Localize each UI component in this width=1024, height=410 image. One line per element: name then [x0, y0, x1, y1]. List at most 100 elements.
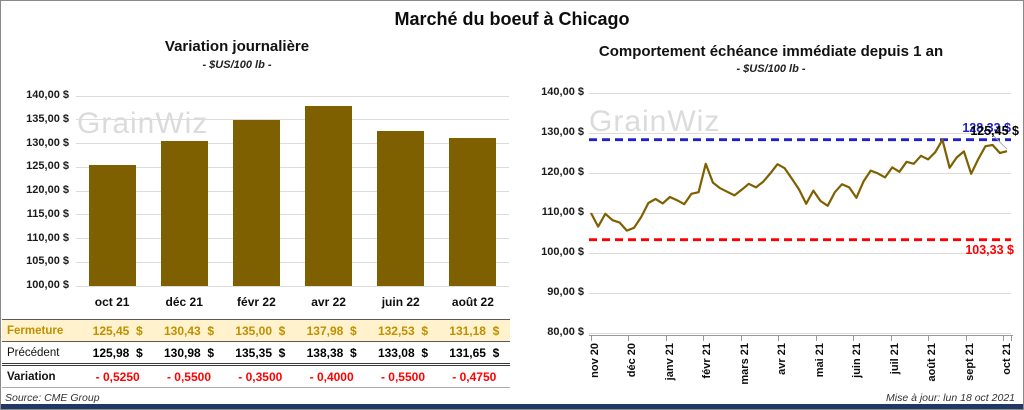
x-tick [665, 335, 667, 341]
gridline [76, 238, 509, 239]
low-line-label: 103,33 $ [965, 243, 1014, 257]
table-cell: 130,98 $ [163, 345, 215, 360]
x-axis-label: janv 21 [663, 343, 676, 381]
y-tick-label: 130,00 $ [541, 126, 584, 138]
x-tick [1002, 335, 1004, 341]
line-chart-subtitle: - $US/100 lb - [736, 63, 806, 75]
source-note: Source: CME Group [5, 392, 100, 404]
x-tick [778, 335, 780, 341]
x-axis-label: déc 20 [626, 343, 639, 378]
bar [449, 137, 497, 286]
table-row: Variation - 0,5250 - 0,5500 - 0,3500 - 0,400… [2, 366, 510, 388]
price-table: Fermeture 125,45 $ 130,43 $ 135,00 $ 137,98 … [2, 319, 510, 388]
row-label: Variation [7, 370, 56, 383]
y-tick-label: 120,00 $ [26, 184, 69, 196]
y-tick-label: 105,00 $ [26, 255, 69, 268]
x-tick [591, 335, 592, 341]
y-tick-label: 100,00 $ [541, 246, 584, 258]
table-cell: 137,98 $ [306, 323, 357, 338]
x-tick [890, 335, 892, 341]
bar [88, 165, 136, 286]
gridline [76, 214, 509, 216]
table-cell: 125,98 $ [92, 345, 143, 360]
x-tick [628, 335, 630, 341]
x-axis-label: avr 21 [776, 343, 789, 375]
gridline [589, 212, 1011, 214]
x-axis-label: août 22 [451, 295, 494, 309]
y-tick-label: 90,00 $ [547, 286, 584, 298]
x-axis-label: juil 21 [888, 343, 901, 375]
gridline [76, 190, 509, 192]
table-cell: - 0,5250 [95, 369, 140, 384]
row-label: Fermeture [7, 324, 64, 337]
price-series-line [590, 138, 1008, 232]
table-cell: 135,35 $ [235, 345, 286, 360]
x-axis-label: juin 22 [381, 295, 420, 309]
table-cell: 133,08 $ [377, 345, 428, 360]
x-tick [928, 335, 930, 341]
table-cell: 130,43 $ [163, 323, 215, 338]
table-cell: 131,65 $ [449, 345, 500, 360]
table-cell: 138,38 $ [306, 345, 357, 360]
gridline [589, 332, 1011, 334]
x-axis-label: févr 21 [701, 343, 714, 379]
gridline [589, 92, 1011, 94]
grainwiz-watermark: GrainWiz [77, 107, 209, 140]
table-cell: - 0,4750 [452, 369, 497, 384]
bar [160, 141, 208, 286]
gridline [76, 285, 509, 287]
table-row: Fermeture 125,45 $ 130,43 $ 135,00 $ 137,98 … [2, 320, 510, 342]
y-tick-label: 125,00 $ [26, 160, 69, 173]
bar [377, 131, 425, 286]
table-cell: 135,00 $ [235, 323, 286, 338]
label-leader-line [988, 130, 1008, 150]
row-label: Précédent [7, 346, 60, 359]
x-axis-label: juin 21 [851, 343, 864, 378]
x-axis-label: févr 22 [237, 295, 276, 309]
gridline [76, 261, 509, 263]
x-tick [965, 335, 967, 341]
y-tick-label: 110,00 $ [541, 206, 584, 218]
gridline [589, 292, 1011, 294]
x-tick [815, 335, 817, 341]
table-cell: - 0,5500 [166, 369, 212, 384]
last-price-label: 125,45 $ [970, 124, 1019, 138]
x-axis-label: août 21 [926, 343, 939, 382]
x-axis-label: déc 21 [165, 295, 203, 309]
gridline [76, 119, 509, 121]
gridline [589, 172, 1011, 174]
bar-chart-subtitle: - $US/100 lb - [202, 59, 272, 71]
x-axis-label: avr 22 [311, 295, 346, 309]
x-tick [703, 335, 705, 341]
x-tick [1011, 335, 1012, 341]
x-axis-label: mars 21 [738, 343, 751, 385]
page-title: Marché du boeuf à Chicago [394, 9, 630, 29]
y-tick-label: 130,00 $ [26, 136, 69, 149]
y-tick-label: 110,00 $ [26, 231, 69, 244]
x-axis-label: sept 21 [963, 343, 976, 381]
y-tick-label: 120,00 $ [541, 166, 584, 178]
updated-note: Mise à jour: lun 18 oct 2021 [886, 392, 1015, 404]
bar [232, 119, 280, 286]
table-cell: - 0,5500 [380, 369, 425, 384]
price-line-plot [589, 130, 1011, 242]
x-axis-line [589, 335, 1013, 336]
table-row: Précédent 125,98 $ 130,98 $ 135,35 $ 138,38 … [2, 342, 510, 366]
x-axis-label: oct 21 [94, 295, 130, 309]
gridline [76, 166, 509, 168]
y-tick-label: 115,00 $ [26, 207, 69, 220]
bar-chart-title: Variation journalière [164, 38, 310, 55]
x-axis-label: nov 20 [589, 343, 601, 378]
gridline [76, 95, 509, 97]
x-axis-label: mai 21 [813, 343, 826, 378]
table-cell: 125,45 $ [92, 323, 143, 338]
table-cell: 132,53 $ [377, 323, 428, 338]
table-cell: 131,18 $ [449, 323, 500, 338]
gridline [76, 143, 509, 144]
y-tick-label: 100,00 $ [26, 279, 69, 291]
x-tick [853, 335, 855, 341]
bar [305, 105, 353, 286]
x-axis-label: oct 21 [1000, 343, 1013, 375]
line-chart-title: Comportement échéance immédiate depuis 1… [598, 43, 944, 60]
